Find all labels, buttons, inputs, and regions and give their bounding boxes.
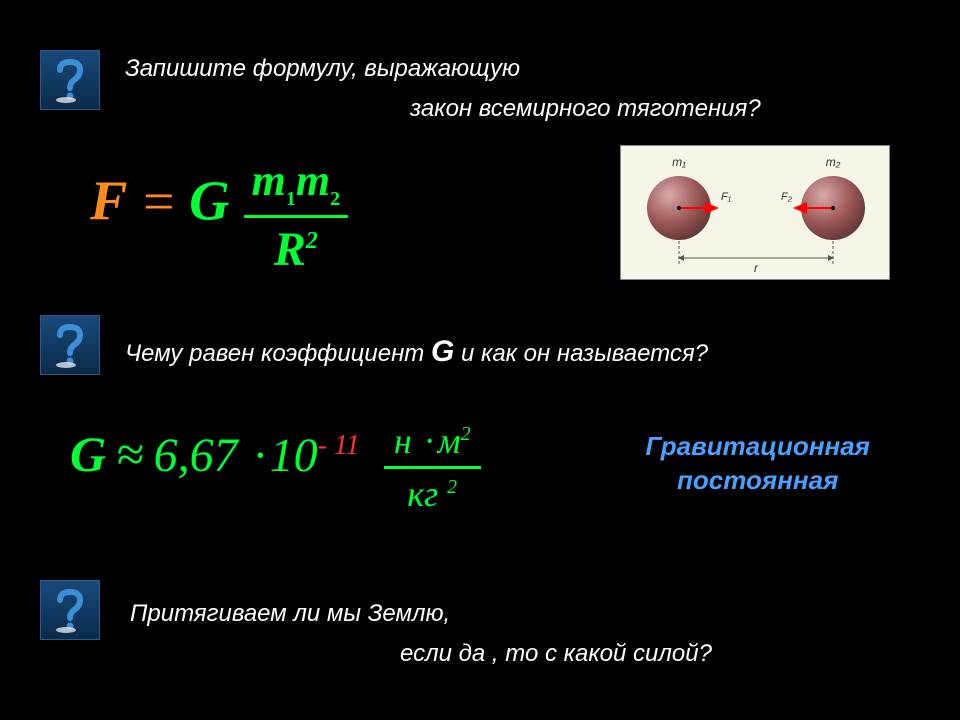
- question3-line1: Притягиваем ли мы Землю,: [130, 600, 450, 628]
- g-units-numerator: н ·м2: [384, 420, 481, 469]
- label-r: r: [754, 261, 759, 275]
- label-f2: F₂: [781, 191, 793, 203]
- label-f1: F₁: [721, 191, 732, 203]
- question1-line1: Запишите формулу, выражающую: [125, 55, 520, 83]
- formula-G: G: [189, 171, 229, 233]
- g-units-denominator: кг 2: [384, 469, 481, 515]
- question-mark-icon: [46, 586, 94, 634]
- formula-eq: =: [139, 171, 177, 233]
- question-icon: [40, 580, 100, 640]
- approx-sign: ≈: [116, 426, 143, 482]
- question-icon: [40, 315, 100, 375]
- label-m1: m₁: [672, 155, 686, 169]
- question-mark-icon: [46, 321, 94, 369]
- formula-numerator: m1m2: [244, 155, 348, 218]
- g-symbol: G: [70, 426, 106, 482]
- formula-F: F: [90, 171, 127, 233]
- question2: Чему равен коэффициент G и как он называ…: [125, 335, 708, 369]
- question3-line2: если да , то с какой силой?: [400, 640, 712, 668]
- question-mark-icon: [46, 56, 94, 104]
- two-body-diagram: m₁ m₂ F₁ F₂ r: [620, 145, 890, 280]
- label-m2: m₂: [826, 155, 841, 169]
- question1-line2: закон всемирного тяготения?: [410, 95, 761, 123]
- g-units: н ·м2 кг 2: [384, 420, 481, 515]
- g-constant-formula: G ≈ 6,67 ·10- 11 н ·м2 кг 2: [70, 420, 481, 515]
- gravitational-constant-label: Гравитационная постоянная: [645, 430, 870, 498]
- formula-denominator: R2: [244, 218, 348, 277]
- formula-fraction: m1m2 R2: [244, 155, 348, 277]
- question-icon: [40, 50, 100, 110]
- g-value: 6,67 ·10- 11: [154, 429, 372, 482]
- gravity-formula: F = G m1m2 R2: [90, 155, 348, 277]
